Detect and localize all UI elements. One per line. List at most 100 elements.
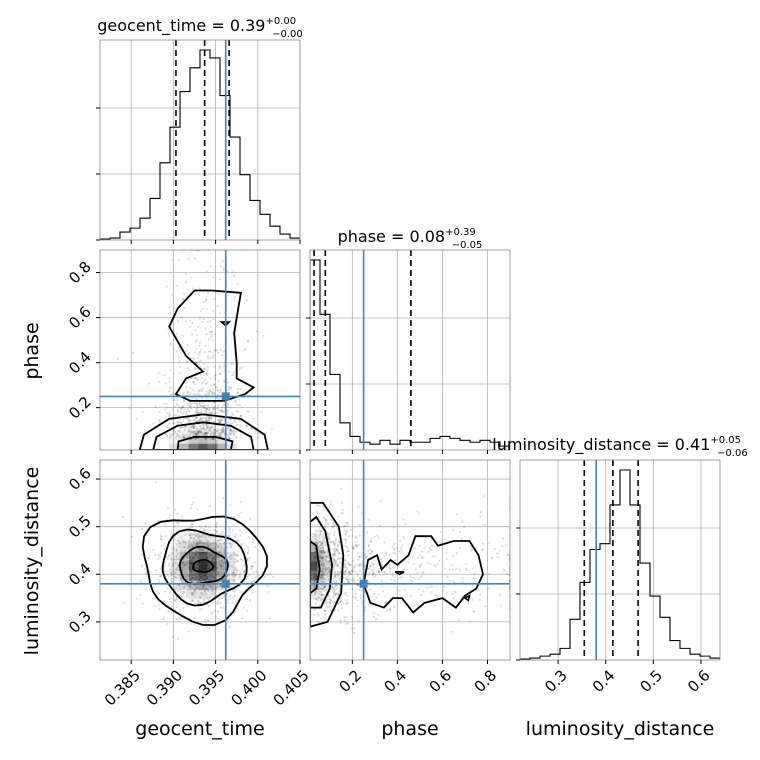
sample-point [214,547,217,550]
sample-point [327,567,330,570]
sample-point [325,606,328,609]
sample-point [232,428,235,431]
sample-point [339,512,343,515]
sample-point [223,350,226,353]
sample-point [318,555,321,558]
sample-point [321,574,324,578]
sample-point [195,416,198,419]
sample-point [214,432,217,435]
sample-point [213,412,216,415]
sample-point [183,407,186,410]
sample-point [237,410,240,413]
density-cell [179,532,189,543]
sample-point [354,595,357,599]
sample-point [344,559,347,563]
sample-point [219,409,222,412]
sample-point [206,419,209,423]
sample-point [339,600,342,603]
sample-point [196,542,199,545]
sample-point [339,552,342,555]
sample-point [204,621,208,624]
sample-point [452,555,455,558]
sample-point [346,578,349,581]
sample-point [338,566,341,570]
sample-point [373,593,376,596]
sample-point [324,567,327,570]
sample-point [184,575,187,578]
sample-point [338,577,341,581]
sample-point [333,543,336,546]
sample-point [338,578,341,581]
sample-point [358,588,361,591]
sample-point [209,427,212,430]
sample-point [217,550,220,554]
sample-point [209,415,212,418]
sample-point [403,589,407,592]
sample-point [212,434,215,437]
sample-point [402,518,405,521]
sample-point [211,392,214,396]
sample-point [339,619,342,622]
sample-point [251,537,254,540]
sample-point [204,438,207,441]
sample-point [257,436,260,439]
sample-point [357,544,360,547]
panel-phase-luminosity_distance [310,460,510,660]
sample-point [229,553,232,556]
sample-point [327,570,330,573]
sample-point [219,434,222,437]
sample-point [207,425,210,428]
sample-point [335,593,338,596]
sample-point [344,566,347,569]
sample-point [207,599,210,602]
sample-point [207,350,211,353]
sample-point [131,351,134,354]
sample-point [169,591,172,594]
sample-point [254,545,257,549]
sample-point [346,599,349,602]
sample-point [186,392,189,395]
sample-point [337,515,340,518]
sample-point [347,550,350,553]
sample-point [334,563,337,566]
density-cell [227,436,237,444]
sample-point [214,536,217,539]
sample-point [220,565,223,569]
sample-point [334,570,337,574]
sample-point [269,572,272,575]
sample-point [221,409,224,412]
sample-point [208,408,211,411]
sample-point [147,382,151,385]
density-cell [310,532,318,543]
sample-point [326,575,329,578]
sample-point [226,557,229,560]
sample-point [207,605,210,608]
sample-point [470,549,473,552]
sample-point [234,600,237,603]
sample-point [396,588,399,591]
sample-point [228,564,231,567]
density-cell [170,561,180,571]
sample-point [327,522,330,525]
sample-point [188,419,191,422]
sample-point [164,570,167,573]
sample-point [364,557,367,560]
sample-point [201,540,204,543]
sample-point [182,539,185,542]
sample-point [228,504,232,507]
sample-point [190,276,193,279]
x-tick-label-geocent_time: 0.395 [185,666,228,709]
sample-point [327,554,330,557]
sample-point [215,531,219,534]
sample-point [198,361,201,364]
sample-point [180,595,183,598]
sample-point [318,576,322,579]
sample-point [322,534,325,537]
sample-point [219,565,222,568]
sample-point [196,411,199,414]
sample-point [197,535,200,538]
sample-point [343,525,346,528]
density-cell [317,542,325,552]
sample-point [380,570,383,573]
sample-point [180,406,184,410]
